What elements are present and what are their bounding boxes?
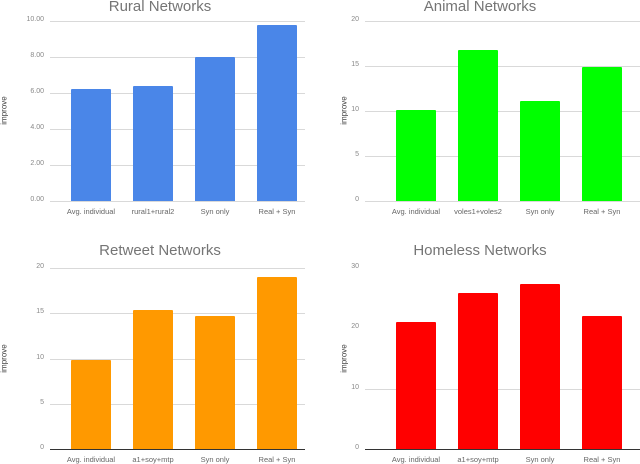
y-tick-label: 5 xyxy=(355,151,359,158)
gridline xyxy=(50,403,305,405)
y-tick-label: 8.00 xyxy=(30,52,44,59)
chart-title: Homeless Networks xyxy=(413,242,547,259)
bar xyxy=(195,57,235,201)
bar xyxy=(582,66,622,201)
x-axis-baseline xyxy=(50,449,305,450)
y-tick-label: 10 xyxy=(351,106,359,113)
bar xyxy=(396,322,436,449)
gridline xyxy=(50,21,305,22)
gridline xyxy=(365,21,640,22)
gridline xyxy=(50,313,305,315)
bar xyxy=(257,277,297,449)
y-axis-label: improve xyxy=(339,343,349,373)
x-tick-label: Syn only xyxy=(200,207,230,216)
bar xyxy=(520,283,560,449)
x-axis-baseline xyxy=(365,449,640,450)
y-tick-label: 0.00 xyxy=(30,196,44,203)
y-axis-label: improve xyxy=(0,343,9,373)
chart-title: Rural Networks xyxy=(108,0,212,15)
x-tick-label: Avg. individual xyxy=(391,455,441,464)
x-tick-label: Syn only xyxy=(200,455,230,464)
gridline xyxy=(365,268,640,269)
gridline xyxy=(50,57,305,58)
x-axis-baseline xyxy=(365,201,640,202)
bar xyxy=(71,360,111,449)
bar xyxy=(520,101,560,201)
bar xyxy=(458,292,498,449)
x-tick-label: Avg. individual xyxy=(66,207,116,216)
bar xyxy=(257,24,297,201)
chart-title: Retweet Networks xyxy=(99,242,221,259)
y-tick-label: 10 xyxy=(36,353,44,361)
y-tick-label: 10 xyxy=(351,383,359,391)
gridline xyxy=(50,93,305,94)
y-tick-label: 0 xyxy=(355,196,359,203)
bar xyxy=(195,315,235,449)
x-tick-label: Syn only xyxy=(525,455,555,464)
x-tick-label: Real + Syn xyxy=(583,207,621,216)
y-tick-label: 0 xyxy=(355,444,359,451)
y-tick-label: 0 xyxy=(40,444,44,451)
chart-panel-homeless-networks: Homeless Networks improve xyxy=(320,232,640,464)
chart-panel-animal-networks: Animal Networks improve xyxy=(320,0,640,232)
y-axis-label: improve xyxy=(0,96,9,125)
gridline xyxy=(50,358,305,360)
bar xyxy=(133,309,173,449)
bar xyxy=(71,89,111,201)
x-axis-baseline xyxy=(50,201,305,202)
gridline xyxy=(50,165,305,166)
x-tick-label: Real + Syn xyxy=(258,207,296,216)
y-tick-label: 2.00 xyxy=(30,160,44,167)
chart-title: Animal Networks xyxy=(423,0,537,15)
x-tick-label: a1+soy+mtp xyxy=(457,455,499,464)
chart-panel-rural-networks: Rural Networks improve xyxy=(0,0,320,232)
bar xyxy=(396,110,436,201)
y-tick-label: 15 xyxy=(36,308,44,316)
x-tick-label: rural1+rural2 xyxy=(131,207,175,216)
bar xyxy=(582,316,622,449)
x-tick-label: Real + Syn xyxy=(583,455,621,464)
x-tick-label: Avg. individual xyxy=(66,455,116,464)
gridline xyxy=(365,111,640,112)
y-tick-label: 4.00 xyxy=(30,124,44,131)
y-tick-label: 15 xyxy=(351,61,359,68)
bar xyxy=(133,85,173,201)
x-tick-label: Avg. individual xyxy=(391,207,441,216)
y-tick-label: 20 xyxy=(36,263,44,270)
gridline xyxy=(365,156,640,157)
x-tick-label: a1+soy+mtp xyxy=(132,455,174,464)
y-tick-label: 6.00 xyxy=(30,88,44,95)
gridline xyxy=(50,268,305,269)
gridline xyxy=(50,129,305,130)
y-tick-label: 5 xyxy=(40,398,44,406)
y-tick-label: 30 xyxy=(351,263,359,270)
x-tick-label: Real + Syn xyxy=(258,455,296,464)
bar xyxy=(458,49,498,201)
x-tick-label: Syn only xyxy=(525,207,555,216)
x-tick-label: voles1+voles2 xyxy=(454,207,502,216)
y-tick-label: 20 xyxy=(351,16,359,23)
chart-panel-retweet-networks: Retweet Networks improve xyxy=(0,232,320,464)
gridline xyxy=(365,66,640,67)
y-tick-label: 20 xyxy=(351,323,359,331)
y-tick-label: 10.00 xyxy=(26,16,44,23)
gridline xyxy=(365,388,640,390)
